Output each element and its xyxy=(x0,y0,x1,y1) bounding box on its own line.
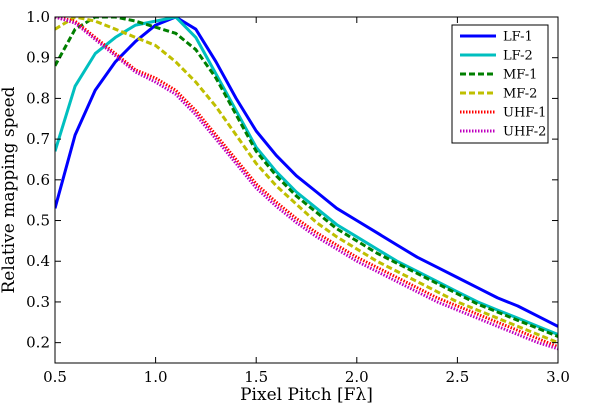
x-axis-label: Pixel Pitch [Fλ] xyxy=(240,385,373,404)
x-tick-label: 3.0 xyxy=(546,368,570,386)
y-tick-label: 0.3 xyxy=(26,293,50,311)
y-tick-label: 0.8 xyxy=(26,89,50,107)
y-tick-label: 0.4 xyxy=(26,252,50,270)
legend-label: LF-2 xyxy=(503,49,533,64)
series-line-uhf-2 xyxy=(55,17,558,351)
series-line-mf-1 xyxy=(55,17,558,338)
series-line-mf-2 xyxy=(55,17,558,344)
legend-label: MF-2 xyxy=(503,87,537,102)
y-tick-label: 0.7 xyxy=(26,130,50,148)
x-tick-label: 1.5 xyxy=(244,368,268,386)
plot-frame xyxy=(54,16,559,364)
y-tick-label: 0.2 xyxy=(26,334,50,352)
x-tick-label: 0.5 xyxy=(43,368,67,386)
y-tick-label: 1.0 xyxy=(26,8,50,26)
y-tick-label: 0.6 xyxy=(26,171,50,189)
legend-label: UHF-2 xyxy=(503,125,546,140)
x-tick-label: 2.0 xyxy=(345,368,369,386)
legend-label: MF-1 xyxy=(503,68,537,83)
y-axis-ticks: 0.2 0.3 0.4 0.5 0.6 0.7 0.8 0.9 1.0 xyxy=(26,8,558,352)
legend-label: LF-1 xyxy=(503,30,533,45)
y-tick-label: 0.5 xyxy=(26,212,50,230)
legend-label: UHF-1 xyxy=(503,106,546,121)
y-tick-label: 0.9 xyxy=(26,49,50,67)
y-axis-label: Relative mapping speed xyxy=(0,86,19,293)
series-layer xyxy=(55,17,558,351)
x-tick-label: 2.5 xyxy=(445,368,469,386)
legend-frame xyxy=(451,24,549,144)
x-tick-label: 1.0 xyxy=(144,368,168,386)
x-axis-ticks: 0.5 1.0 1.5 2.0 2.5 3.0 xyxy=(43,17,570,386)
series-line-lf-2 xyxy=(55,17,558,336)
legend: LF-1 LF-2 MF-1 MF-2 UHF-1 UHF-2 xyxy=(451,24,549,144)
